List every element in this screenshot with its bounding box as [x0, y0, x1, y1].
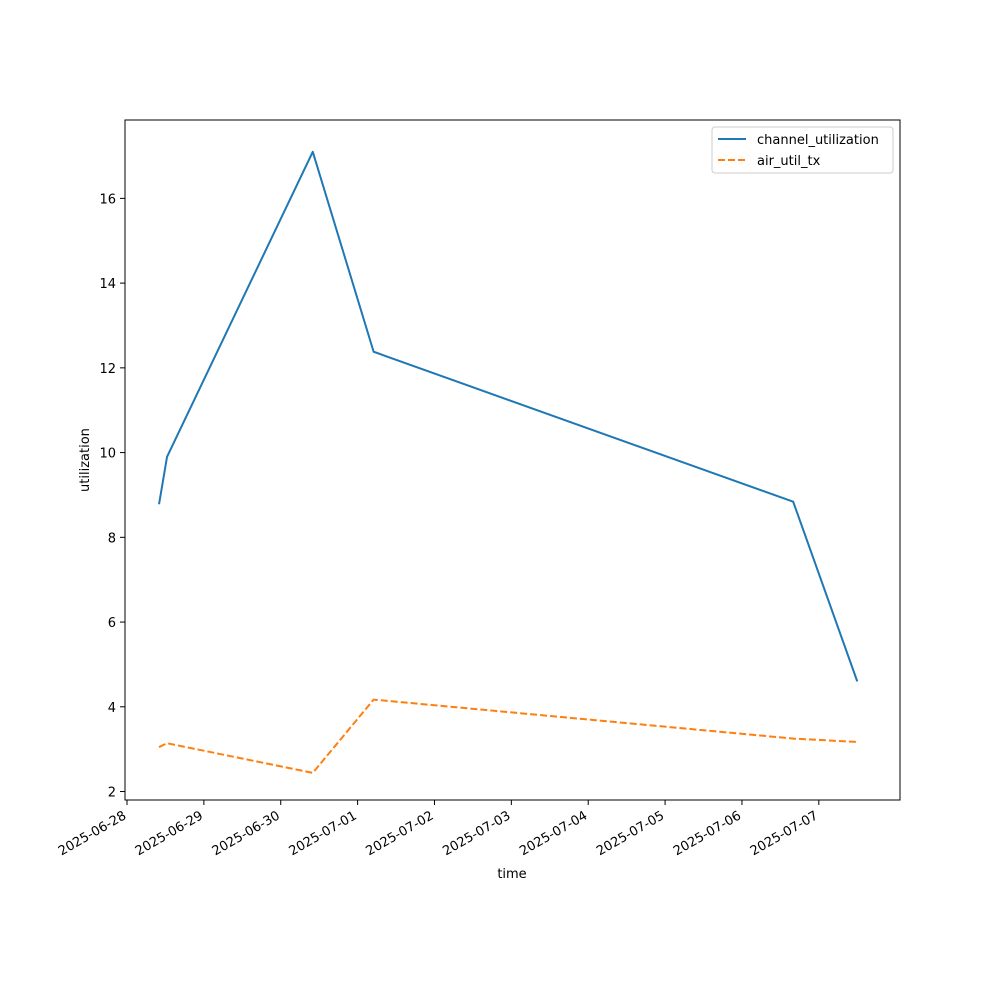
y-tick-label: 4 — [108, 701, 116, 716]
y-tick-label: 16 — [99, 192, 116, 207]
legend-label-air_util_tx: air_util_tx — [757, 154, 821, 169]
legend-label-channel_utilization: channel_utilization — [757, 133, 879, 148]
y-axis: 2 4 6 8 10 12 14 16 — [99, 192, 125, 801]
legend-box — [711, 126, 894, 174]
series-line-channel_utilization — [158, 150, 859, 682]
y-tick-label: 8 — [108, 531, 116, 546]
plot-frame — [124, 119, 901, 801]
y-tick-label: 6 — [108, 616, 116, 631]
series-layer — [158, 150, 859, 774]
y-tick-label: 14 — [99, 277, 116, 292]
legend: channel_utilization air_util_tx — [711, 126, 894, 174]
y-tick-label: 10 — [99, 447, 116, 462]
y-tick-label: 2 — [108, 786, 116, 801]
y-tick-label: 12 — [99, 362, 116, 377]
series-line-air_util_tx — [158, 698, 858, 774]
y-axis-label: utilization — [78, 428, 93, 492]
x-axis-label: time — [497, 867, 526, 882]
